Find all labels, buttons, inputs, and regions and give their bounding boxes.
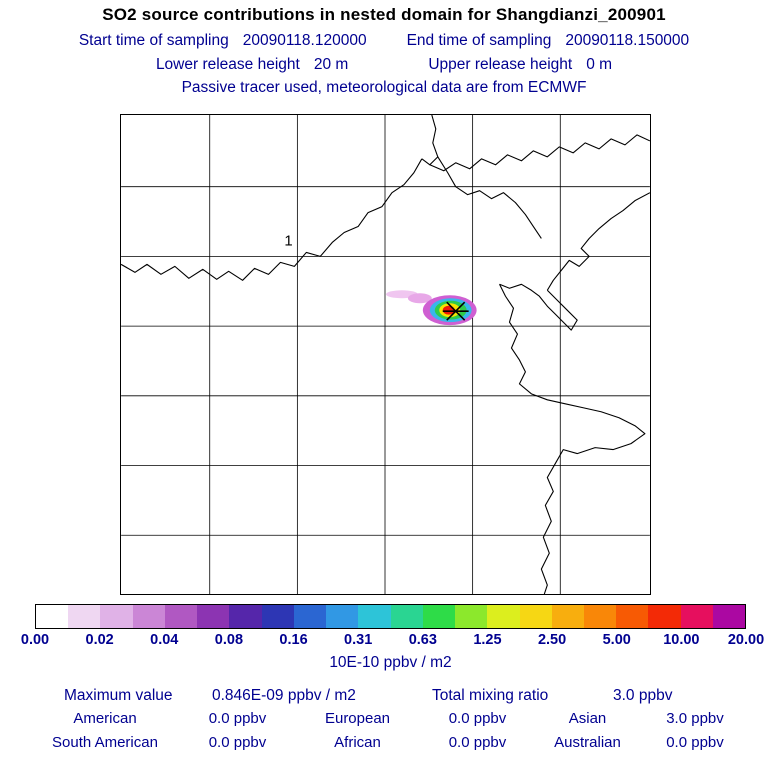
map-panel: 1 bbox=[120, 114, 651, 595]
colorbar-tick-label: 5.00 bbox=[602, 632, 631, 648]
colorbar-segment bbox=[132, 605, 165, 628]
colorbar bbox=[35, 604, 746, 629]
end-time-value: 20090118.150000 bbox=[565, 32, 690, 49]
border-northeast bbox=[429, 134, 650, 172]
contributions-row-1: American 0.0 ppbv European 0.0 ppbv Asia… bbox=[30, 710, 742, 727]
plot-title: SO2 source contributions in nested domai… bbox=[102, 5, 666, 24]
colorbar-segment bbox=[616, 605, 649, 628]
release-height-line: Lower release height 20 m Upper release … bbox=[0, 56, 768, 74]
contributions-row-2: South American 0.0 ppbv African 0.0 ppbv… bbox=[30, 734, 742, 751]
colorbar-tick-label: 2.50 bbox=[537, 632, 567, 648]
colorbar-segment bbox=[261, 605, 294, 628]
start-time: Start time of sampling 20090118.120000 bbox=[79, 32, 367, 50]
footer-summary: Maximum value 0.846E-09 ppbv / m2 Total … bbox=[0, 687, 768, 707]
sampling-time-line: Start time of sampling 20090118.120000 E… bbox=[0, 32, 768, 50]
upper-release-height: Upper release height 0 m bbox=[428, 56, 612, 74]
region-label-asian: Asian bbox=[568, 710, 607, 727]
colorbar-segment bbox=[164, 605, 198, 628]
tracer-note-line: Passive tracer used, meteorological data… bbox=[0, 79, 768, 97]
colorbar-tick-label: 1.25 bbox=[473, 632, 502, 648]
end-time: End time of sampling 20090118.150000 bbox=[407, 32, 690, 50]
colorbar-segment bbox=[583, 605, 617, 628]
region-value-australian: 0.0 ppbv bbox=[666, 734, 724, 751]
colorbar-tick-label: 0.00 bbox=[20, 632, 50, 648]
region-value-african: 0.0 ppbv bbox=[448, 734, 507, 751]
colorbar-segment bbox=[197, 605, 230, 628]
colorbar-tick-label: 0.02 bbox=[85, 632, 114, 648]
colorbar-segment bbox=[36, 605, 69, 628]
max-value-label: Maximum value bbox=[64, 687, 173, 704]
region-label-african: African bbox=[334, 734, 381, 751]
colorbar-tick-label: 0.16 bbox=[279, 632, 308, 648]
colorbar-segment bbox=[680, 605, 713, 628]
colorbar-segment bbox=[293, 605, 327, 628]
colorbar-segment bbox=[326, 605, 359, 628]
colorbar-segment bbox=[390, 605, 423, 628]
plume bbox=[385, 290, 477, 326]
border-branch bbox=[437, 156, 542, 239]
coast-liaodong-peninsula bbox=[499, 283, 578, 331]
total-mixing-value: 3.0 ppbv bbox=[613, 687, 673, 704]
colorbar-segment bbox=[551, 605, 584, 628]
coastlines bbox=[121, 115, 650, 594]
colorbar-segment bbox=[358, 605, 391, 628]
colorbar-ticks: 0.00 0.02 0.04 0.08 0.16 0.31 0.63 1.25 2.50 5.00… bbox=[21, 632, 764, 650]
border-west bbox=[121, 158, 423, 281]
colorbar-tick-label: 0.04 bbox=[150, 632, 179, 648]
start-time-label: Start time of sampling bbox=[78, 32, 229, 49]
lower-release-value: 20 m bbox=[313, 56, 349, 73]
colorbar-segment bbox=[487, 605, 520, 628]
colorbar-segment bbox=[68, 605, 101, 628]
receptor-marker-icon bbox=[442, 301, 469, 321]
region-label-american: American bbox=[73, 710, 137, 727]
colorbar-tick-label: 20.00 bbox=[727, 632, 765, 648]
region-label-australian: Australian bbox=[554, 734, 621, 751]
colorbar-segment bbox=[455, 605, 488, 628]
colorbar-tick-label: 0.63 bbox=[408, 632, 437, 648]
lower-release-height: Lower release height 20 m bbox=[156, 56, 348, 74]
colorbar-tick-label: 0.31 bbox=[344, 632, 373, 648]
region-number-label: 1 bbox=[284, 232, 292, 249]
map-canvas: 1 bbox=[121, 115, 650, 594]
border-top-entry bbox=[421, 115, 439, 166]
region-label-european: European bbox=[324, 710, 391, 727]
max-value: 0.846E-09 ppbv / m2 bbox=[212, 687, 356, 704]
colorbar-segment bbox=[519, 605, 552, 628]
region-label-south-american: South American bbox=[52, 734, 158, 751]
colorbar-tick-label: 0.08 bbox=[214, 632, 244, 648]
total-mixing-label: Total mixing ratio bbox=[432, 687, 549, 704]
colorbar-segment bbox=[100, 605, 133, 628]
lower-release-label: Lower release height bbox=[155, 56, 300, 73]
region-value-asian: 3.0 ppbv bbox=[666, 710, 724, 727]
colorbar-segment bbox=[712, 605, 746, 628]
grid-lines bbox=[121, 115, 650, 594]
colorbar-tick-label: 10.00 bbox=[663, 632, 700, 648]
upper-release-value: 0 m bbox=[586, 56, 613, 73]
colorbar-segment bbox=[229, 605, 262, 628]
tracer-note: Passive tracer used, meteorological data… bbox=[181, 79, 587, 96]
colorbar-units: 10E-10 ppbv / m2 bbox=[329, 654, 452, 671]
region-value-south-american: 0.0 ppbv bbox=[208, 734, 267, 751]
plume-streak-2 bbox=[407, 293, 432, 304]
colorbar-segment bbox=[648, 605, 681, 628]
start-time-value: 20090118.120000 bbox=[242, 32, 367, 49]
upper-release-label: Upper release height bbox=[428, 56, 573, 73]
region-value-european: 0.0 ppbv bbox=[448, 710, 507, 727]
coast-bohai-shandong bbox=[499, 284, 646, 594]
colorbar-segment bbox=[422, 605, 456, 628]
end-time-label: End time of sampling bbox=[406, 32, 552, 49]
region-value-american: 0.0 ppbv bbox=[208, 710, 267, 727]
coast-northeast bbox=[546, 192, 650, 291]
